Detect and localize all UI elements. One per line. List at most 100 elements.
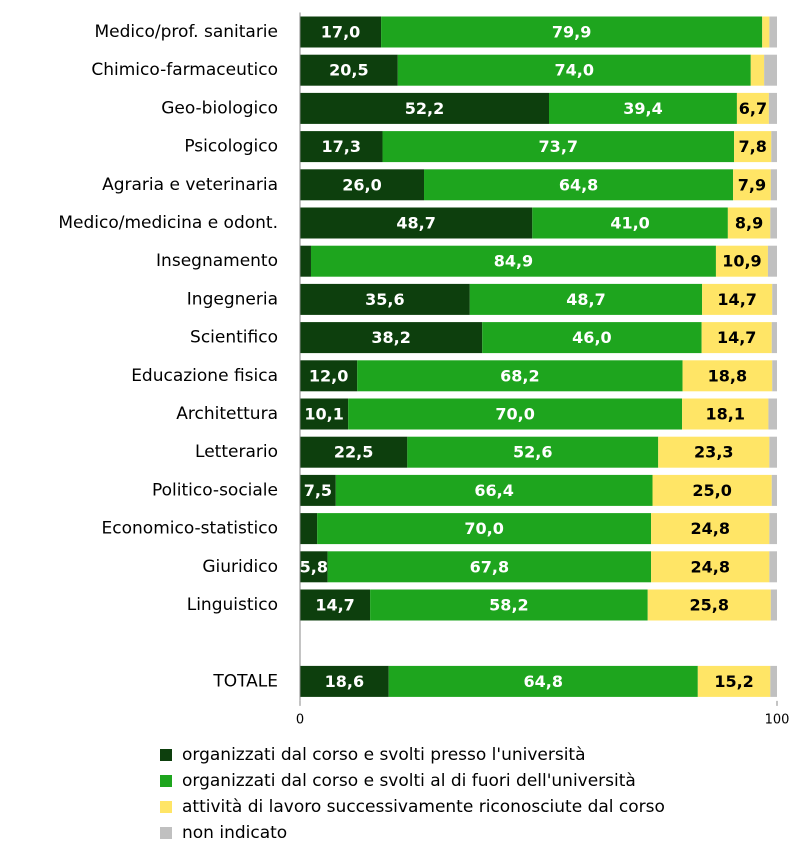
value-label: 41,0 — [610, 214, 649, 233]
bar-segment — [769, 513, 777, 545]
value-label: 6,7 — [739, 99, 767, 118]
x-tick-label: 0 — [296, 712, 304, 727]
value-label: 24,8 — [690, 519, 729, 538]
value-label: 84,9 — [494, 252, 533, 271]
value-label: 20,5 — [329, 61, 368, 80]
category-label: Medico/medicina e odont. — [58, 213, 278, 233]
value-label: 74,0 — [555, 61, 594, 80]
bar-segment — [652, 474, 772, 506]
value-label: 39,4 — [623, 99, 662, 118]
category-label: Architettura — [176, 404, 278, 424]
value-label: 67,8 — [470, 557, 509, 576]
bar-segment — [767, 245, 777, 277]
value-label: 14,7 — [315, 596, 354, 615]
value-label: 46,0 — [572, 328, 611, 347]
bar-segment — [772, 283, 777, 315]
bar-segment — [300, 245, 311, 277]
value-label: 17,3 — [322, 137, 361, 156]
bar-segment — [769, 16, 777, 48]
bar-segment — [733, 169, 771, 201]
category-label: Scientifico — [190, 328, 278, 348]
bar-segment — [734, 131, 772, 163]
legend-label: organizzati dal corso e svolti al di fuo… — [182, 771, 636, 791]
bar-segment — [300, 92, 549, 124]
bar-segment — [697, 665, 771, 697]
bar-segment — [771, 131, 777, 163]
x-tick-label: 100 — [765, 712, 790, 727]
bar-segment — [335, 474, 653, 506]
legend-label: organizzati dal corso e svolti presso l'… — [182, 745, 586, 765]
bar-segment — [647, 589, 771, 621]
value-label: 52,6 — [513, 443, 552, 462]
bar-segment — [727, 207, 771, 239]
value-label: 25,0 — [692, 481, 731, 500]
value-label: 7,8 — [739, 137, 767, 156]
bar-segment — [762, 16, 770, 48]
value-label: 66,4 — [474, 481, 513, 500]
bar-segment — [771, 474, 777, 506]
category-label: Psicologico — [184, 137, 278, 157]
category-label: Politico-sociale — [152, 480, 278, 500]
category-label: Agraria e veterinaria — [102, 175, 278, 195]
value-label: 26,0 — [342, 175, 381, 194]
value-label: 18,1 — [706, 405, 745, 424]
bar-segment — [317, 513, 652, 545]
legend-label: non indicato — [182, 823, 287, 843]
value-label: 70,0 — [495, 405, 534, 424]
bar-segment — [310, 245, 716, 277]
category-label: Geo-biologico — [161, 98, 278, 118]
legend-swatch — [160, 827, 172, 839]
bar-segment — [382, 131, 735, 163]
bar-segment — [768, 92, 777, 124]
value-label: 7,5 — [304, 481, 332, 500]
bar-segment — [300, 16, 382, 48]
bar-segment — [736, 92, 769, 124]
bar-segment — [397, 54, 751, 86]
value-label: 5,8 — [300, 557, 328, 576]
value-label: 79,9 — [552, 23, 591, 42]
bar-segment — [300, 283, 470, 315]
bar-segment — [300, 665, 389, 697]
category-label: Chimico-farmaceutico — [91, 60, 278, 80]
bar-segment — [388, 665, 698, 697]
bar-segment — [770, 207, 777, 239]
bar-segment — [327, 551, 652, 583]
value-label: 10,1 — [304, 405, 343, 424]
value-label: 70,0 — [464, 519, 503, 538]
bar-segment — [407, 436, 659, 468]
bar-segment — [770, 169, 777, 201]
value-label: 17,0 — [321, 23, 360, 42]
value-label: 12,0 — [309, 366, 348, 385]
legend-label: attività di lavoro successivamente ricon… — [182, 797, 665, 817]
bar-segment — [769, 436, 777, 468]
bar-segment — [469, 283, 703, 315]
bar-segment — [682, 398, 769, 430]
value-label: 73,7 — [539, 137, 578, 156]
bar-segment — [357, 360, 683, 392]
bar-segment — [770, 665, 777, 697]
bar-segment — [548, 92, 737, 124]
category-label: Insegnamento — [156, 251, 278, 271]
bar-segment — [300, 398, 349, 430]
bar-segment — [715, 245, 768, 277]
value-label: 68,2 — [500, 366, 539, 385]
legend-swatch — [160, 775, 172, 787]
value-label: 48,7 — [566, 290, 605, 309]
value-label: 10,9 — [722, 252, 761, 271]
category-label: Letterario — [195, 442, 278, 462]
bar-segment — [658, 436, 770, 468]
value-label: 48,7 — [396, 214, 435, 233]
bar-segment — [300, 360, 358, 392]
bar-segment — [702, 283, 773, 315]
bar-segment — [651, 513, 770, 545]
value-label: 14,7 — [717, 328, 756, 347]
bar-segment — [300, 169, 425, 201]
bar-segment — [771, 322, 777, 354]
value-label: 23,3 — [694, 443, 733, 462]
value-label: 64,8 — [559, 175, 598, 194]
bar-segment — [482, 322, 702, 354]
bar-segment — [764, 54, 777, 86]
category-label: Linguistico — [187, 595, 278, 615]
bar-segment — [772, 360, 777, 392]
legend-swatch — [160, 749, 172, 761]
